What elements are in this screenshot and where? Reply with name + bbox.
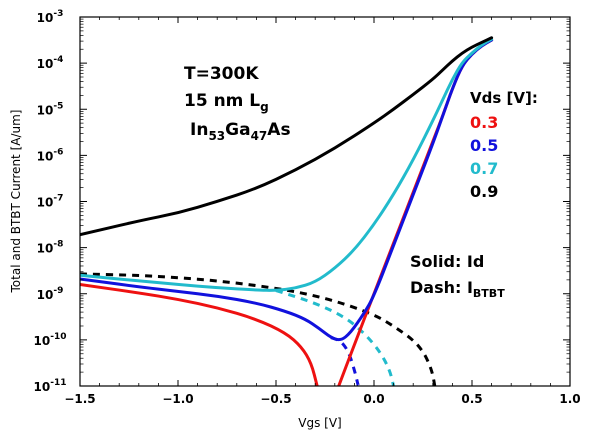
vds-legend-entry: 0.3 — [470, 113, 498, 132]
dash-legend-text: Dash: I — [410, 278, 473, 297]
y-tick-label: 10-10 — [34, 332, 67, 348]
y-axis-label: Total and BTBT Current [A/um] — [9, 110, 23, 294]
gate-length-subscript: g — [260, 100, 269, 114]
x-tick-label: −1.0 — [162, 392, 193, 406]
series-line-id-vds-0-3 — [80, 283, 319, 386]
y-tick-label: 10-4 — [37, 55, 64, 71]
x-axis-label: Vgs [V] — [298, 416, 341, 430]
material-in: In — [190, 120, 208, 140]
solid-legend: Solid: Id — [410, 252, 484, 271]
material-annotation: In53Ga47As — [190, 120, 291, 143]
y-tick-label: 10-3 — [37, 9, 64, 25]
y-tick-label: 10-5 — [37, 101, 64, 117]
vds-legend-entry: 0.5 — [470, 136, 498, 155]
material-as: As — [267, 120, 290, 140]
gate-length-annotation: 15 nm Lg — [184, 91, 269, 114]
y-tick-label: 10-11 — [34, 378, 67, 394]
dash-legend-subscript: BTBT — [473, 287, 505, 300]
material-in-subscript: 53 — [208, 129, 225, 143]
material-ga: Ga — [225, 120, 250, 140]
vds-legend-entry: 0.7 — [470, 159, 498, 178]
ticks-layer: −1.5 −1.0 −0.5 0.0 0.5 1.0 10-3 10-4 10-5 10-6 10-… — [34, 9, 581, 406]
dash-legend: Dash: IBTBT — [410, 278, 505, 300]
x-tick-label: 0.0 — [363, 392, 384, 406]
x-tick-label: 1.0 — [559, 392, 580, 406]
temperature-annotation: T=300K — [184, 64, 259, 84]
y-tick-label: 10-6 — [37, 147, 64, 163]
series-line-id-vds-0-9 — [80, 36, 494, 237]
vds-legend-entry: 0.9 — [470, 182, 498, 201]
series-layer — [80, 36, 494, 386]
series-line-id-vds-0-5 — [80, 38, 494, 342]
gate-length-text: 15 nm L — [184, 91, 260, 111]
y-tick-label: 10-8 — [37, 240, 64, 256]
plot-frame — [79, 16, 571, 387]
vds-legend: 0.3 0.5 0.7 0.9 — [470, 113, 498, 201]
vds-legend-title: Vds [V]: — [470, 89, 538, 107]
x-tick-label: 0.5 — [461, 392, 482, 406]
y-tick-label: 10-7 — [37, 194, 64, 210]
material-ga-subscript: 47 — [251, 129, 268, 143]
series-line-id-vds-0-7 — [80, 37, 494, 292]
y-tick-label: 10-9 — [37, 286, 64, 302]
series-line-ibtbt-vds-0-9 — [80, 272, 437, 386]
x-tick-label: −1.5 — [64, 392, 95, 406]
x-tick-label: −0.5 — [260, 392, 291, 406]
